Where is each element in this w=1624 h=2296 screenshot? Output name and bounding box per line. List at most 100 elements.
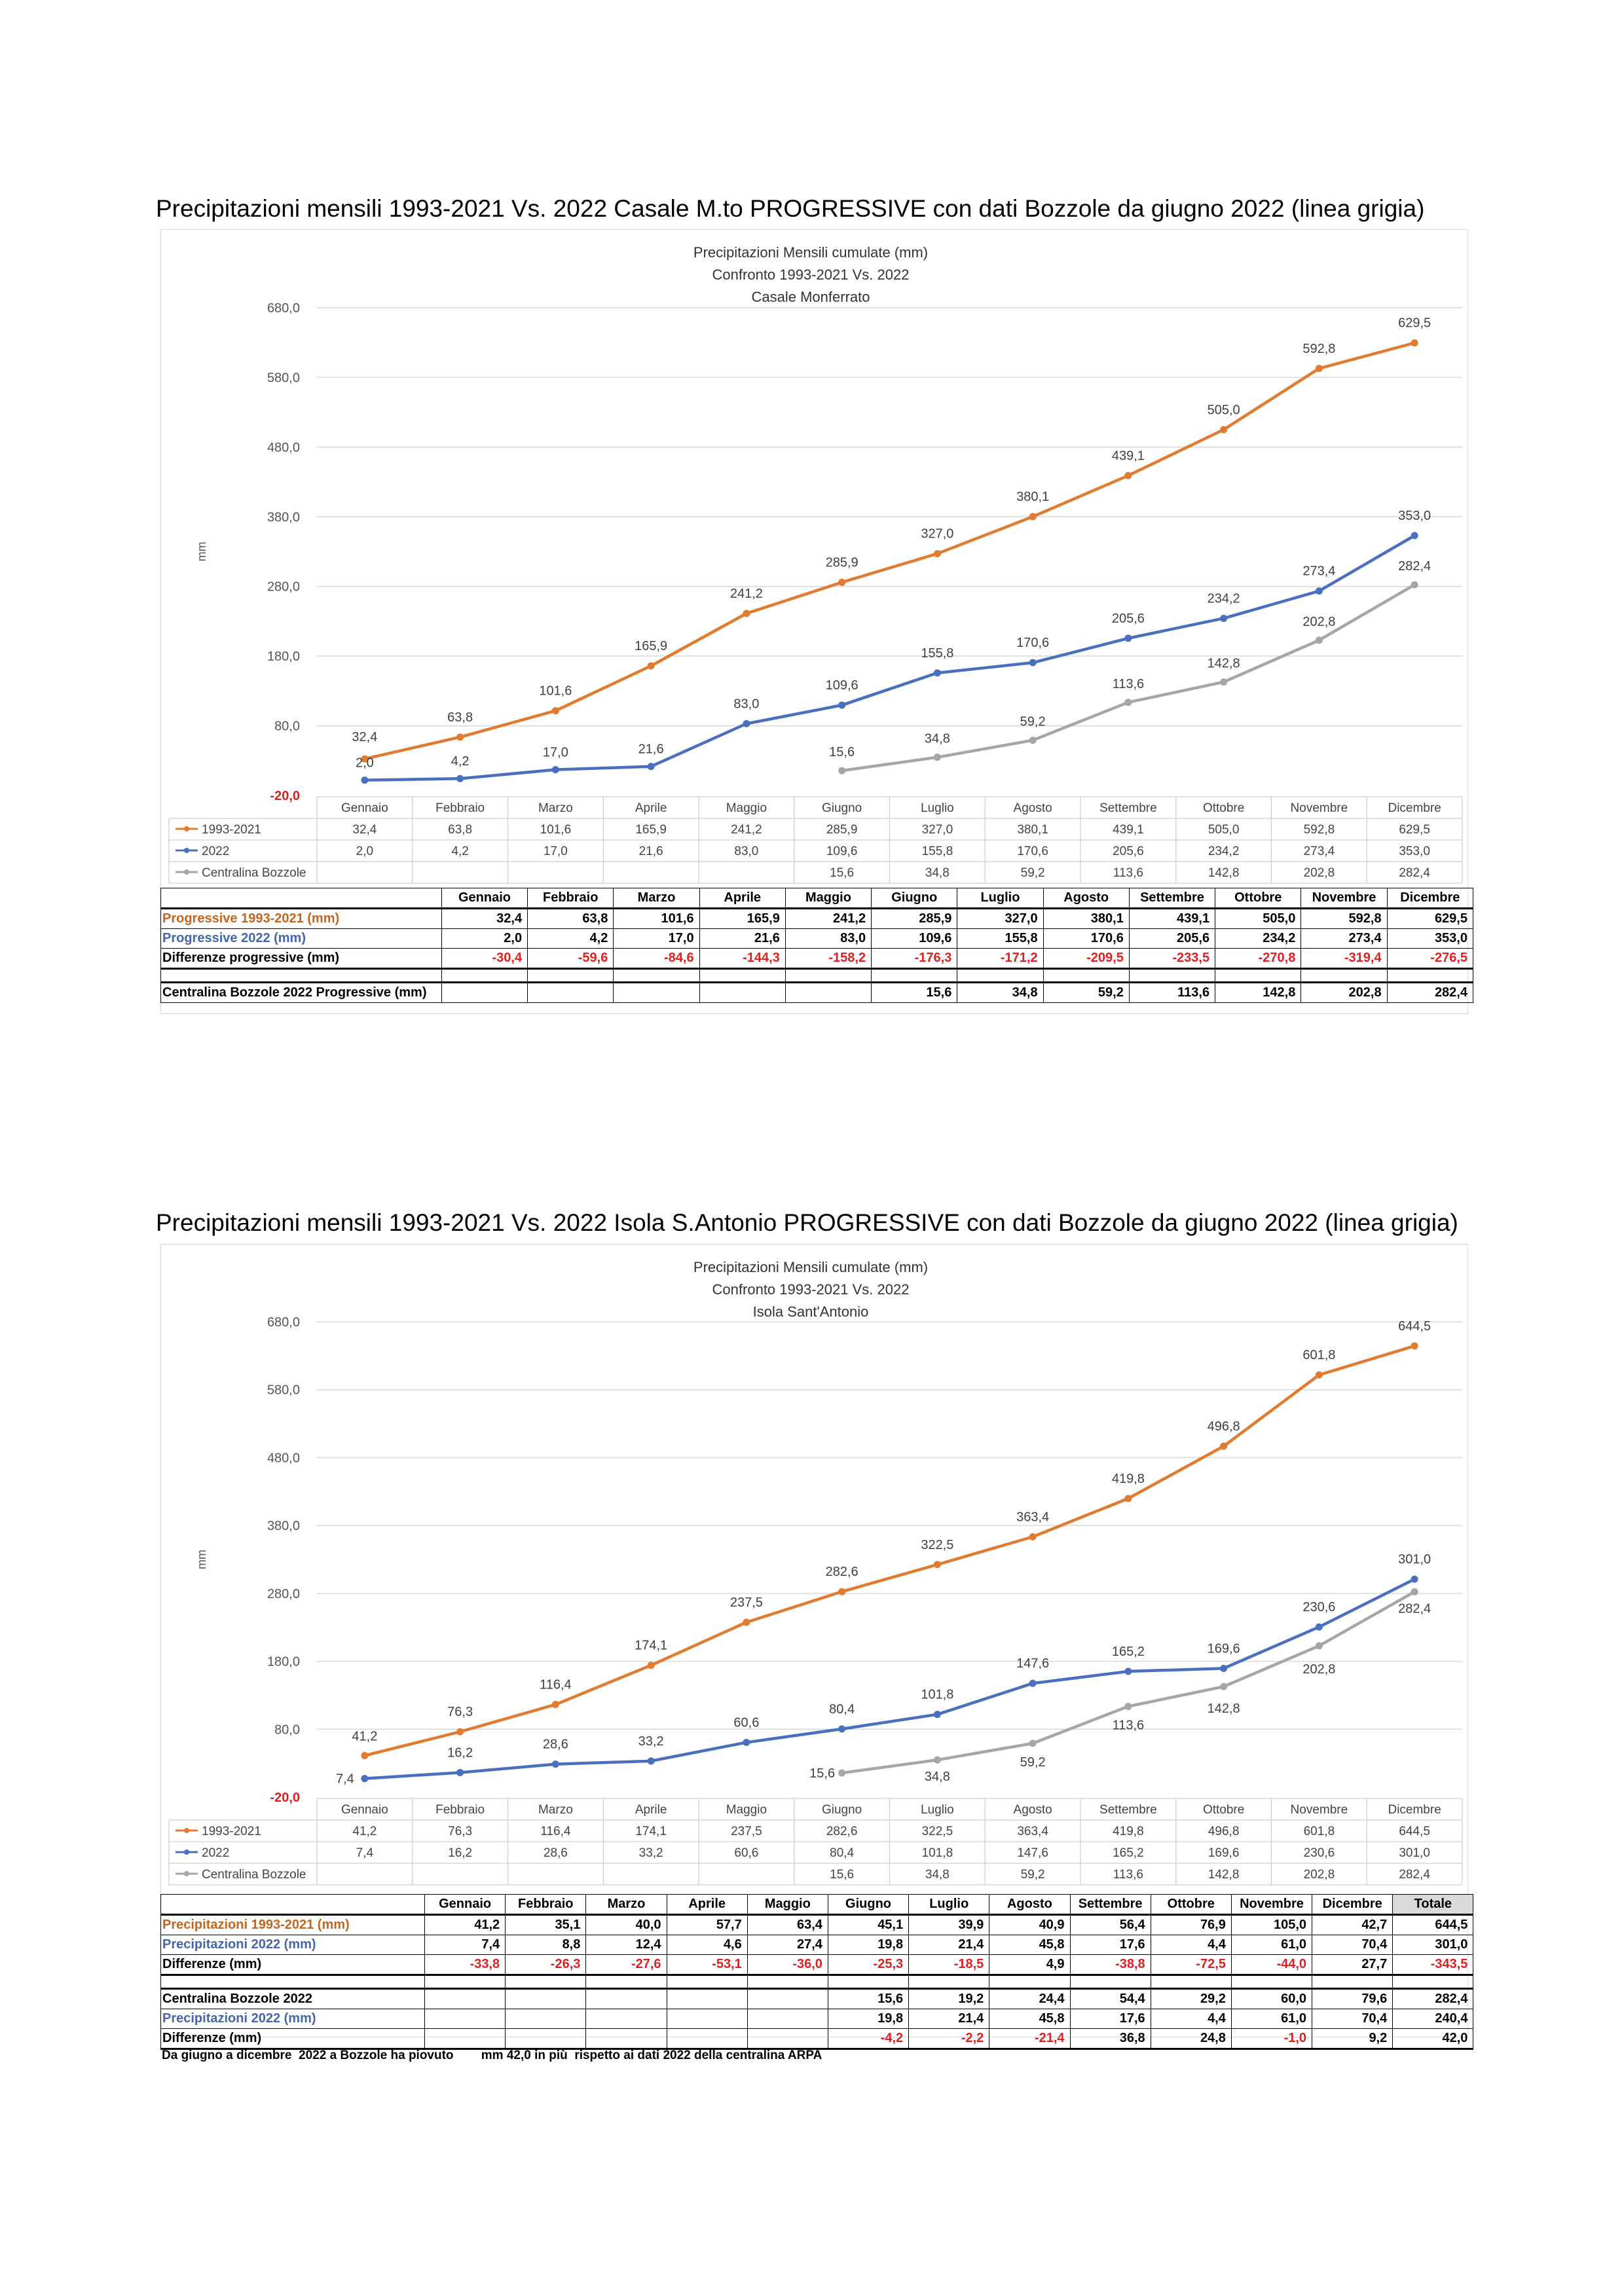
- series-line-1: [364, 534, 1416, 782]
- table-cell: 101,6: [613, 908, 700, 929]
- data-table-cell: 33,2: [639, 1846, 663, 1860]
- table-cell: 83,0: [784, 928, 872, 949]
- section-1-title: Precipitazioni mensili 1993-2021 Vs. 202…: [156, 195, 1425, 222]
- table-cell: 24,4: [989, 1988, 1071, 2009]
- table-cell: 15,6: [827, 1988, 910, 2009]
- data-point: [1220, 614, 1228, 622]
- data-point: [1029, 737, 1037, 744]
- table-header-cell: Agosto: [1043, 888, 1130, 909]
- data-point: [1124, 634, 1132, 642]
- data-table-cell: 505,0: [1208, 823, 1240, 837]
- data-label: 113,6: [1113, 1718, 1145, 1732]
- table-cell: 56,4: [1069, 1914, 1151, 1935]
- data-point: [1315, 1371, 1323, 1379]
- data-point: [1315, 587, 1323, 595]
- data-label: 17,0: [543, 746, 568, 760]
- chart-1: Precipitazioni Mensili cumulate (mm) Conf…: [168, 244, 1463, 884]
- x-tick-label: Dicembre: [1388, 801, 1441, 815]
- data-label: 165,2: [1112, 1645, 1145, 1659]
- data-label: 505,0: [1208, 403, 1240, 417]
- data-point: [1029, 1740, 1037, 1747]
- data-label: 142,8: [1208, 1702, 1240, 1716]
- note-part-a: Da giugno a dicembre 2022 a Bozzole ha p…: [162, 2049, 454, 2062]
- data-point: [647, 763, 655, 771]
- data-table-cell: 322,5: [922, 1825, 953, 1838]
- table-cell: -36,0: [747, 1954, 828, 1976]
- table-cell: 9,2: [1312, 2028, 1393, 2050]
- table-cell: [699, 982, 786, 1003]
- chart-location: Casale Monferrato: [752, 289, 870, 305]
- data-table-cell: 327,0: [922, 823, 953, 837]
- data-point: [361, 1752, 369, 1760]
- data-table-cell: 15,6: [830, 1868, 854, 1882]
- table-cell: 282,4: [1386, 982, 1474, 1003]
- legend-marker: [184, 1871, 189, 1876]
- table-header-cell: Maggio: [784, 888, 872, 909]
- x-tick-label: Luglio: [921, 801, 954, 815]
- data-table-cell: 155,8: [922, 845, 953, 858]
- y-axis-label: mm: [195, 542, 208, 562]
- table-cell: 63,8: [527, 908, 614, 929]
- x-tick-label: Agosto: [1014, 801, 1052, 815]
- data-point: [456, 774, 464, 782]
- table-cell: -1,0: [1230, 2028, 1313, 2050]
- data-point: [933, 669, 941, 677]
- data-label: 363,4: [1016, 1510, 1049, 1524]
- data-point: [647, 1757, 655, 1765]
- data-label: 439,1: [1112, 448, 1145, 463]
- row-label: Precipitazioni 1993-2021 (mm): [160, 1914, 425, 1935]
- table-cell: 241,2: [784, 908, 872, 929]
- table-header-cell: Novembre: [1301, 888, 1388, 909]
- data-point: [933, 1561, 941, 1569]
- table-cell: 629,5: [1386, 908, 1474, 929]
- x-tick-label: Giugno: [822, 801, 862, 815]
- data-point: [456, 1728, 464, 1736]
- y-tick-label: 680,0: [267, 1315, 300, 1330]
- data-point: [1411, 339, 1418, 347]
- data-point: [1315, 1642, 1323, 1650]
- data-label: 41,2: [352, 1730, 377, 1744]
- data-point: [933, 1756, 941, 1764]
- table-row: Precipitazioni 1993-2021 (mm) 41,2 35,1 …: [160, 1914, 1474, 1935]
- y-tick-label: 80,0: [274, 1722, 300, 1737]
- table-total-cell: 644,5: [1392, 1914, 1474, 1935]
- x-tick-label: Marzo: [538, 1803, 573, 1817]
- data-table-cell: 28,6: [544, 1846, 568, 1860]
- table-cell: [666, 2028, 748, 2050]
- data-table-cell: 4,2: [451, 845, 468, 858]
- data-table-cell: 101,6: [540, 823, 572, 837]
- data-point: [838, 1588, 846, 1595]
- data-table-cell: 34,8: [925, 1868, 950, 1882]
- data-label: 165,9: [635, 639, 667, 653]
- data-label: 15,6: [829, 745, 855, 759]
- data-label: 237,5: [730, 1595, 763, 1610]
- note-part-b: mm 42,0 in più rispetto ai dati 2022 del…: [481, 2049, 822, 2062]
- data-point: [647, 1662, 655, 1669]
- legend-label: Centralina Bozzole: [202, 866, 306, 880]
- x-tick-label: Marzo: [538, 801, 573, 815]
- table-total-cell: 42,0: [1392, 2028, 1474, 2050]
- data-point: [743, 1738, 750, 1746]
- legend-label: Centralina Bozzole: [202, 1868, 306, 1882]
- data-label: 116,4: [540, 1678, 572, 1692]
- table-header-row: Gennaio Febbraio Marzo Aprile Maggio Giu…: [160, 1894, 1474, 1916]
- row-label: Precipitazioni 2022 (mm): [160, 1935, 425, 1955]
- y-tick-label: -20,0: [270, 789, 300, 803]
- table-row: Differenze (mm) -33,8 -26,3 -27,6 -53,1 …: [160, 1954, 1474, 1976]
- data-table-cell: 83,0: [734, 845, 758, 858]
- table-cell: 592,8: [1301, 908, 1388, 929]
- y-tick-label: 380,0: [267, 1519, 300, 1533]
- table-cell: [666, 2009, 748, 2029]
- table-header-cell: Marzo: [585, 1894, 667, 1916]
- table-cell: 59,2: [1043, 982, 1130, 1003]
- table-cell: 57,7: [666, 1914, 748, 1935]
- table-cell: [585, 1988, 667, 2009]
- data-table-cell: 21,6: [639, 845, 663, 858]
- data-label: 101,6: [539, 684, 572, 699]
- table-row: Precipitazioni 2022 (mm) 7,4 8,8 12,4 4,…: [160, 1935, 1474, 1955]
- data-table-cell: 629,5: [1399, 823, 1430, 837]
- data-label: 147,6: [1016, 1656, 1049, 1671]
- data-table-cell: 285,9: [826, 823, 858, 837]
- x-tick-label: Aprile: [635, 1803, 667, 1817]
- table-row: Progressive 2022 (mm) 2,0 4,2 17,0 21,6 …: [160, 928, 1474, 949]
